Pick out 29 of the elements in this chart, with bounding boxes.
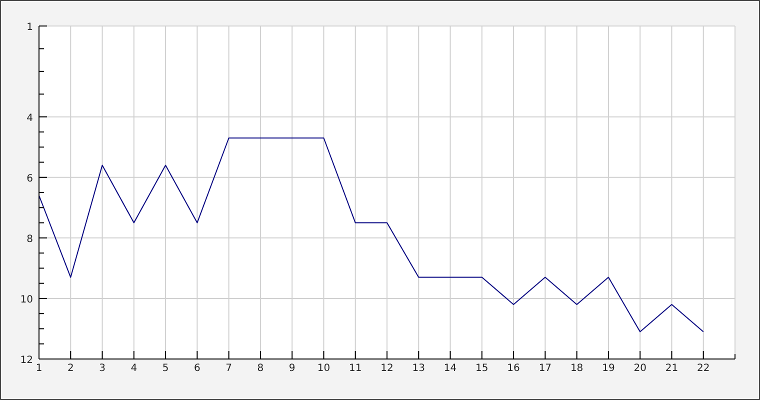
x-tick-label: 3 xyxy=(99,363,106,374)
y-tick-label: 1 xyxy=(26,22,33,33)
x-tick-label: 20 xyxy=(634,363,646,374)
y-tick-label: 8 xyxy=(26,234,33,245)
x-tick-label: 17 xyxy=(538,363,552,374)
x-tick-label: 11 xyxy=(348,363,362,374)
y-tick-label: 4 xyxy=(26,112,33,124)
x-tick-label: 4 xyxy=(130,363,138,374)
x-tick-label: 13 xyxy=(412,363,426,374)
x-tick-label: 8 xyxy=(257,363,264,374)
x-tick-label: 16 xyxy=(507,363,520,374)
x-tick-label: 7 xyxy=(226,363,232,374)
x-tick-label: 18 xyxy=(570,363,584,374)
x-tick-label: 10 xyxy=(317,363,330,374)
x-tick-label: 2 xyxy=(67,363,74,374)
x-tick-label: 1 xyxy=(36,363,42,374)
x-tick-label: 15 xyxy=(476,363,488,374)
x-tick-label: 9 xyxy=(288,363,296,374)
x-tick-label: 5 xyxy=(162,363,169,374)
x-tick-label: 14 xyxy=(444,363,457,374)
y-tick-label: 12 xyxy=(20,355,33,366)
x-tick-label: 6 xyxy=(194,363,200,374)
y-tick-label: 10 xyxy=(20,294,33,306)
x-tick-label: 22 xyxy=(696,363,710,374)
y-tick-label: 6 xyxy=(26,173,33,184)
x-tick-label: 19 xyxy=(602,363,615,374)
line-series xyxy=(39,138,704,332)
x-tick-label: 12 xyxy=(380,363,394,374)
x-tick-label: 21 xyxy=(665,363,678,374)
